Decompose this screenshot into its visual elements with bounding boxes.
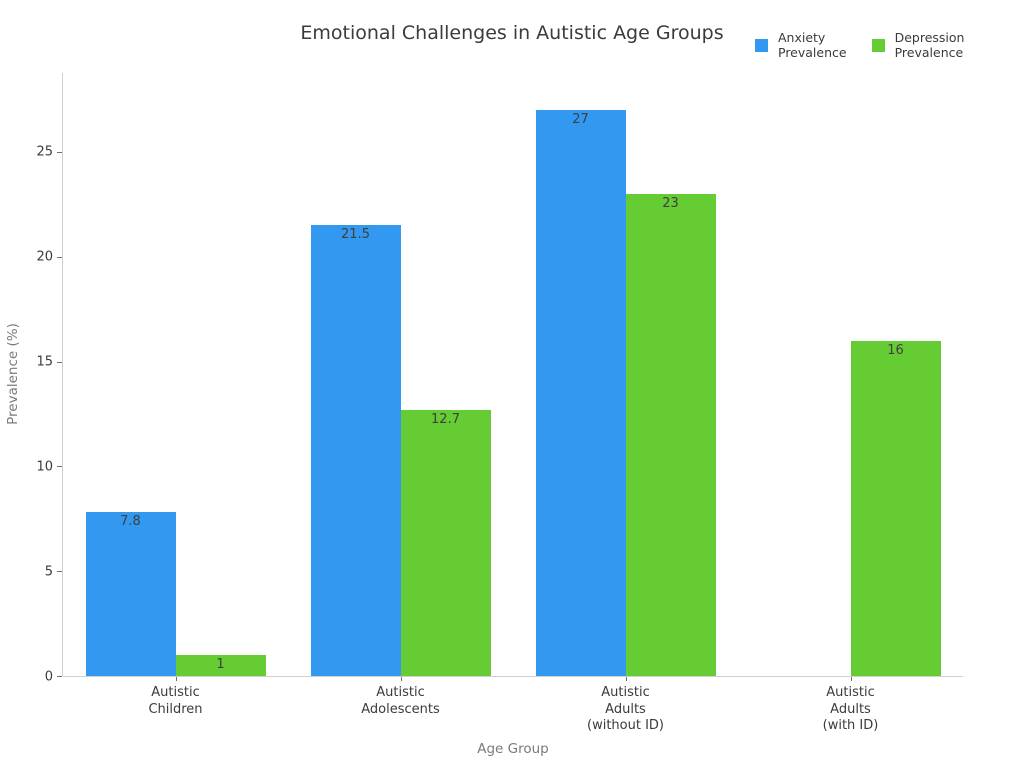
legend-item-label: Depression Prevalence — [894, 30, 965, 60]
x-axis-title: Age Group — [477, 741, 549, 757]
y-tick-label: 10 — [36, 459, 53, 475]
y-tick-label: 5 — [44, 564, 53, 580]
x-tick-mark — [175, 677, 177, 681]
x-axis-line — [63, 676, 963, 677]
y-tick-mark — [57, 256, 62, 258]
y-tick-mark — [57, 676, 62, 677]
bar-depression — [175, 655, 266, 676]
bar-value-label: 16 — [887, 342, 904, 358]
y-tick-label: 15 — [36, 354, 53, 370]
x-tick-mark — [850, 677, 852, 681]
legend-item[interactable]: Depression Prevalence — [871, 30, 965, 60]
y-tick-mark — [57, 571, 62, 573]
legend-swatch-icon — [755, 39, 768, 52]
y-tick-label: 25 — [36, 144, 53, 160]
legend-item[interactable]: Anxiety Prevalence — [755, 30, 847, 60]
y-tick-mark — [57, 361, 62, 363]
y-tick-mark — [57, 151, 62, 153]
y-tick-label: 20 — [36, 249, 53, 265]
x-tick-mark — [625, 677, 627, 681]
chart-title: Emotional Challenges in Autistic Age Gro… — [300, 22, 724, 44]
y-tick-mark — [57, 466, 62, 468]
y-axis-line — [62, 73, 63, 676]
bar-anxiety — [535, 109, 626, 676]
x-tick-mark — [400, 677, 402, 681]
legend-item-label: Anxiety Prevalence — [778, 30, 847, 60]
legend-swatch-icon — [871, 39, 885, 52]
bar-value-label: 27 — [572, 111, 589, 127]
bar-depression — [400, 409, 491, 676]
bar-anxiety — [85, 512, 176, 676]
y-axis-title: Prevalence (%) — [5, 323, 21, 425]
bar-anxiety — [310, 225, 401, 676]
y-tick-label: 0 — [44, 669, 53, 684]
x-category-label: Autistic Adults (without ID) — [587, 685, 664, 733]
legend: Anxiety Prevalence Depression Prevalence — [755, 30, 964, 60]
x-category-label: Autistic Adolescents — [361, 685, 440, 717]
bar-value-label: 7.8 — [120, 514, 141, 530]
bar-value-label: 1 — [216, 657, 225, 673]
bar-depression — [625, 193, 716, 676]
bar-value-label: 12.7 — [431, 411, 460, 427]
x-category-label: Autistic Adults (with ID) — [822, 685, 879, 733]
bar-value-label: 23 — [662, 195, 679, 211]
x-category-label: Autistic Children — [148, 685, 203, 717]
bar-value-label: 21.5 — [341, 227, 370, 243]
bar-depression — [850, 340, 941, 676]
